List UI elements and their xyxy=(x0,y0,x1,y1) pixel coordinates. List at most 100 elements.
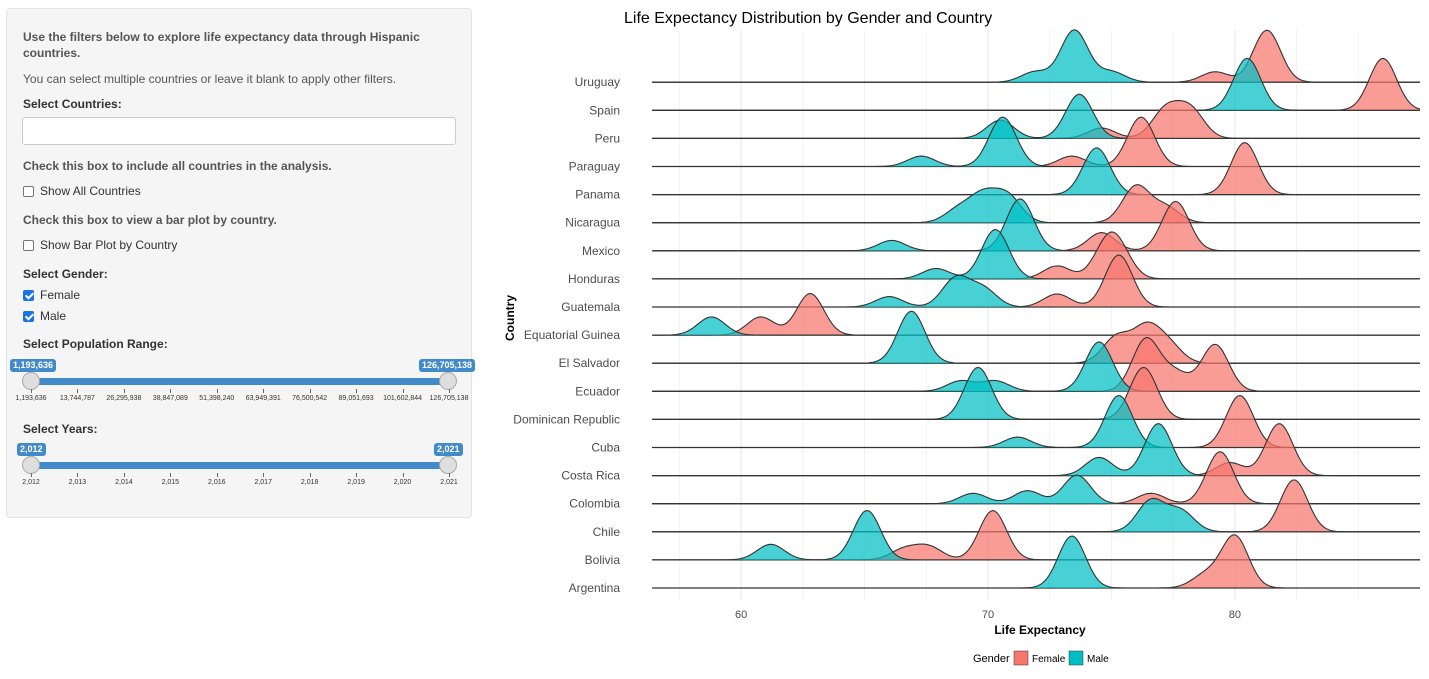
y-tick-label: Spain xyxy=(589,103,620,117)
ridge-honduras xyxy=(652,228,1420,280)
ridge-dominican-republic xyxy=(652,366,1420,420)
male-label: Male xyxy=(40,309,67,323)
density-outline-male xyxy=(652,147,1420,196)
chart-grid xyxy=(678,30,1359,600)
intro-note: You can select multiple countries or lea… xyxy=(23,72,397,86)
y-tick-label: Mexico xyxy=(582,244,620,258)
density-area-female xyxy=(652,100,1420,139)
ridge-mexico xyxy=(652,198,1420,252)
density-area-male xyxy=(652,341,1420,392)
density-outline-female xyxy=(652,142,1420,196)
y-tick-label: Uruguay xyxy=(575,75,620,89)
density-outline-female xyxy=(652,366,1420,420)
density-area-female xyxy=(652,255,1420,307)
life-expectancy-ridgeline-chart: Life Expectancy Distribution by Gender a… xyxy=(503,10,1421,666)
all-countries-hint: Check this box to include all countries … xyxy=(23,159,332,173)
density-outline-female xyxy=(652,184,1420,224)
select-years-label: Select Years: xyxy=(23,422,98,436)
slider-tick-label: 2,018 xyxy=(300,479,319,486)
y-tick-label: Nicaragua xyxy=(565,216,620,230)
years-max-handle[interactable] xyxy=(439,456,457,474)
filters-panel: Use the filters below to explore life ex… xyxy=(6,8,475,518)
checkbox-box-checked[interactable] xyxy=(23,310,34,322)
years-max-badge: 2,021 xyxy=(434,443,463,456)
slider-tick-label: 2,019 xyxy=(347,479,365,486)
density-outline-male xyxy=(652,395,1420,449)
y-tick-label: Argentina xyxy=(569,581,621,595)
y-tick-label: Dominican Republic xyxy=(513,412,620,426)
checkbox-box[interactable] xyxy=(23,239,34,251)
population-min-handle[interactable] xyxy=(22,372,40,390)
ridge-peru xyxy=(652,93,1420,139)
population-max-handle[interactable] xyxy=(439,372,457,390)
density-area-male xyxy=(652,367,1420,420)
density-outline-female xyxy=(652,394,1420,449)
y-axis-label: Country xyxy=(503,295,517,341)
female-checkbox[interactable]: Female xyxy=(23,288,80,302)
density-area-female xyxy=(652,30,1420,83)
density-outline-male xyxy=(652,310,1420,364)
legend-title: Gender xyxy=(973,653,1010,665)
slider-tick-label: 63,949,391 xyxy=(245,395,281,402)
show-all-countries-checkbox[interactable]: Show All Countries xyxy=(23,184,141,198)
y-tick-label: El Salvador xyxy=(559,356,620,370)
intro-text: Use the filters below to explore life ex… xyxy=(23,30,420,60)
density-area-female xyxy=(652,480,1420,532)
slider-tick-label: 1,193,636 xyxy=(15,395,47,402)
density-area-male xyxy=(652,198,1420,251)
density-outline-male xyxy=(652,366,1420,420)
density-outline-female xyxy=(652,336,1420,392)
slider-tick-mark xyxy=(449,389,450,393)
ridge-ecuador xyxy=(652,336,1420,392)
y-tick-label: Cuba xyxy=(591,441,620,455)
x-tick-label: 70 xyxy=(982,609,994,621)
density-outline-male xyxy=(652,187,1420,224)
slider-tick-label: 76,500,542 xyxy=(292,395,328,402)
density-outline-male xyxy=(652,423,1420,477)
slider-tick-label: 2,013 xyxy=(68,479,87,486)
checkbox-box-checked[interactable] xyxy=(23,289,34,301)
slider-tick-mark xyxy=(263,473,265,477)
slider-tick-label: 2,020 xyxy=(393,479,412,486)
slider-tick-mark xyxy=(123,389,125,393)
x-axis-tick-labels: 60 70 80 xyxy=(735,609,1241,621)
checkbox-box[interactable] xyxy=(23,185,34,197)
ridge-costa-rica xyxy=(652,423,1420,477)
ridge-nicaragua xyxy=(652,184,1420,224)
slider-tick-mark xyxy=(123,473,125,477)
years-min-handle[interactable] xyxy=(22,456,40,474)
ridge-paraguay xyxy=(652,116,1420,168)
male-checkbox[interactable]: Male xyxy=(23,309,66,323)
y-tick-label: Bolivia xyxy=(585,553,621,567)
legend-label-male: Male xyxy=(1087,654,1109,665)
density-area-female xyxy=(652,184,1420,223)
slider-selected-range xyxy=(31,462,449,469)
legend-swatch-female xyxy=(1013,650,1029,666)
density-outline-male xyxy=(652,510,1420,561)
density-outline-male xyxy=(652,535,1420,589)
y-tick-label: Colombia xyxy=(569,497,620,511)
ridge-uruguay xyxy=(652,29,1420,83)
y-axis-tick-labels: Uruguay Spain Peru Paraguay Panama Nicaragua M… xyxy=(513,75,620,595)
y-tick-label: Guatemala xyxy=(561,300,620,314)
slider-tick-label: 126,705,138 xyxy=(429,395,469,402)
slider-selected-range xyxy=(31,378,449,385)
slider-tick-mark xyxy=(216,389,218,393)
density-outline-female xyxy=(652,57,1421,111)
slider-tick-label: 2,016 xyxy=(208,479,226,486)
population-range-slider[interactable]: 1,193,636 126,705,138 1,193,636 13,744,78… xyxy=(7,357,475,417)
density-area-female xyxy=(652,117,1420,167)
legend-swatch-male xyxy=(1068,650,1084,666)
select-countries-label: Select Countries: xyxy=(23,97,122,111)
show-bar-plot-checkbox[interactable]: Show Bar Plot by Country xyxy=(23,238,177,252)
density-area-female xyxy=(652,337,1420,392)
density-area-female xyxy=(652,58,1420,111)
slider-tick-label: 2,012 xyxy=(22,479,40,486)
x-axis-label: Life Expectancy xyxy=(994,623,1086,637)
density-area-female xyxy=(652,423,1420,476)
years-range-slider[interactable]: 2,012 2,021 2,012 2,013 2,014 2,015 2,016 2,0… xyxy=(7,441,473,501)
countries-select-input[interactable] xyxy=(22,117,456,145)
slider-tick-mark xyxy=(170,389,172,393)
density-outline-female xyxy=(652,100,1420,139)
density-outline-male xyxy=(652,93,1420,139)
